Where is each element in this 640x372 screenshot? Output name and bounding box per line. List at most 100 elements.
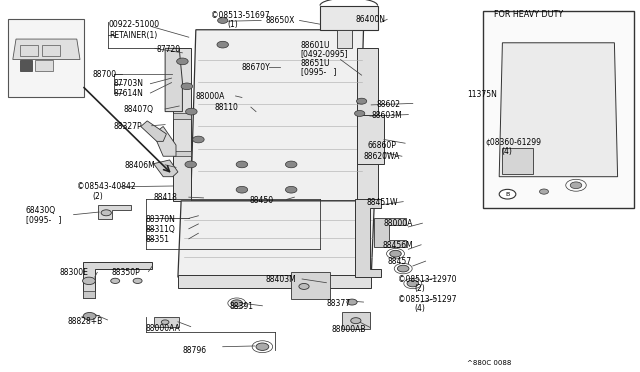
Circle shape	[83, 312, 96, 320]
Circle shape	[351, 318, 361, 324]
Circle shape	[299, 283, 309, 289]
Text: 88828+B: 88828+B	[67, 317, 102, 326]
Text: ©08513-12970: ©08513-12970	[398, 275, 456, 283]
Text: FOR HEAVY DUTY: FOR HEAVY DUTY	[494, 10, 563, 19]
Circle shape	[181, 83, 193, 90]
Text: 88110: 88110	[214, 103, 238, 112]
Circle shape	[236, 186, 248, 193]
Polygon shape	[154, 126, 176, 156]
Bar	[20, 60, 32, 71]
Circle shape	[285, 161, 297, 168]
Polygon shape	[178, 275, 371, 288]
Circle shape	[231, 300, 243, 307]
Text: 87614N: 87614N	[114, 89, 144, 97]
Text: 11375N: 11375N	[467, 90, 497, 99]
Bar	[502, 148, 533, 174]
Text: (1): (1)	[227, 20, 238, 29]
Text: 88451W: 88451W	[366, 198, 397, 207]
Polygon shape	[337, 30, 352, 48]
Text: [0995-   ]: [0995- ]	[301, 67, 336, 76]
Text: 88670Y: 88670Y	[242, 63, 271, 72]
Circle shape	[101, 210, 111, 216]
Bar	[83, 291, 95, 298]
Circle shape	[193, 136, 204, 143]
Polygon shape	[291, 272, 330, 299]
Polygon shape	[342, 312, 370, 329]
Polygon shape	[191, 30, 364, 201]
Polygon shape	[374, 218, 406, 247]
Polygon shape	[98, 205, 131, 219]
Bar	[173, 113, 191, 119]
Text: 88457: 88457	[387, 257, 412, 266]
Text: 88391: 88391	[229, 302, 253, 311]
Text: ©08543-40842: ©08543-40842	[77, 182, 136, 191]
Circle shape	[407, 280, 419, 287]
Bar	[8, 19, 84, 97]
Text: B: B	[506, 192, 509, 197]
Text: 88311Q: 88311Q	[146, 225, 175, 234]
Polygon shape	[83, 262, 152, 298]
Circle shape	[177, 58, 188, 65]
Polygon shape	[357, 48, 378, 201]
Circle shape	[133, 278, 142, 283]
Circle shape	[83, 277, 95, 285]
Polygon shape	[141, 121, 166, 141]
Text: ^880C 0088: ^880C 0088	[467, 360, 511, 366]
Text: 87703N: 87703N	[114, 79, 144, 88]
Text: 66860P: 66860P	[368, 141, 397, 150]
Circle shape	[111, 278, 120, 283]
Polygon shape	[499, 43, 618, 177]
Text: (4): (4)	[501, 147, 512, 156]
Text: 88000AB: 88000AB	[332, 325, 366, 334]
Text: 87720: 87720	[157, 45, 181, 54]
Text: 88450: 88450	[250, 196, 274, 205]
Polygon shape	[178, 201, 374, 277]
Circle shape	[185, 161, 196, 168]
Text: 88650X: 88650X	[266, 16, 295, 25]
Text: 88796: 88796	[182, 346, 207, 355]
Bar	[20, 45, 38, 56]
Circle shape	[218, 17, 228, 23]
Circle shape	[347, 299, 357, 305]
Circle shape	[256, 343, 269, 350]
Bar	[42, 45, 60, 56]
Circle shape	[217, 41, 228, 48]
Text: (2): (2)	[415, 284, 426, 293]
Circle shape	[355, 110, 365, 116]
Text: [0995-   ]: [0995- ]	[26, 215, 61, 224]
Polygon shape	[357, 115, 384, 164]
Circle shape	[236, 161, 248, 168]
Text: 88370N: 88370N	[146, 215, 176, 224]
Circle shape	[397, 265, 409, 272]
Circle shape	[161, 320, 169, 324]
Text: (4): (4)	[415, 304, 426, 313]
Text: 88407Q: 88407Q	[124, 105, 154, 114]
Text: 88603M: 88603M	[371, 111, 402, 120]
Text: 88700: 88700	[93, 70, 117, 79]
Text: 88000A: 88000A	[384, 219, 413, 228]
Bar	[483, 11, 634, 208]
Text: ©08513-51297: ©08513-51297	[398, 295, 456, 304]
Circle shape	[570, 182, 582, 189]
Text: 88350P: 88350P	[112, 268, 141, 277]
Text: 88418: 88418	[154, 193, 177, 202]
Circle shape	[186, 108, 197, 115]
Text: [0492-0995]: [0492-0995]	[301, 49, 348, 58]
Text: (2): (2)	[93, 192, 104, 201]
Circle shape	[356, 98, 367, 104]
Text: 88327P: 88327P	[114, 122, 143, 131]
Text: ©08513-51697: ©08513-51697	[211, 11, 270, 20]
Circle shape	[499, 189, 516, 199]
Text: ¢08360-61299: ¢08360-61299	[485, 138, 541, 147]
Bar	[35, 60, 53, 71]
Text: 00922-51000: 00922-51000	[109, 20, 160, 29]
Text: 88651U: 88651U	[301, 59, 330, 68]
Text: 88602: 88602	[376, 100, 401, 109]
Circle shape	[285, 186, 297, 193]
Polygon shape	[154, 160, 178, 177]
Bar	[154, 317, 179, 327]
Polygon shape	[165, 48, 182, 112]
Polygon shape	[173, 48, 191, 201]
Text: 88351: 88351	[146, 235, 170, 244]
Circle shape	[540, 189, 548, 194]
